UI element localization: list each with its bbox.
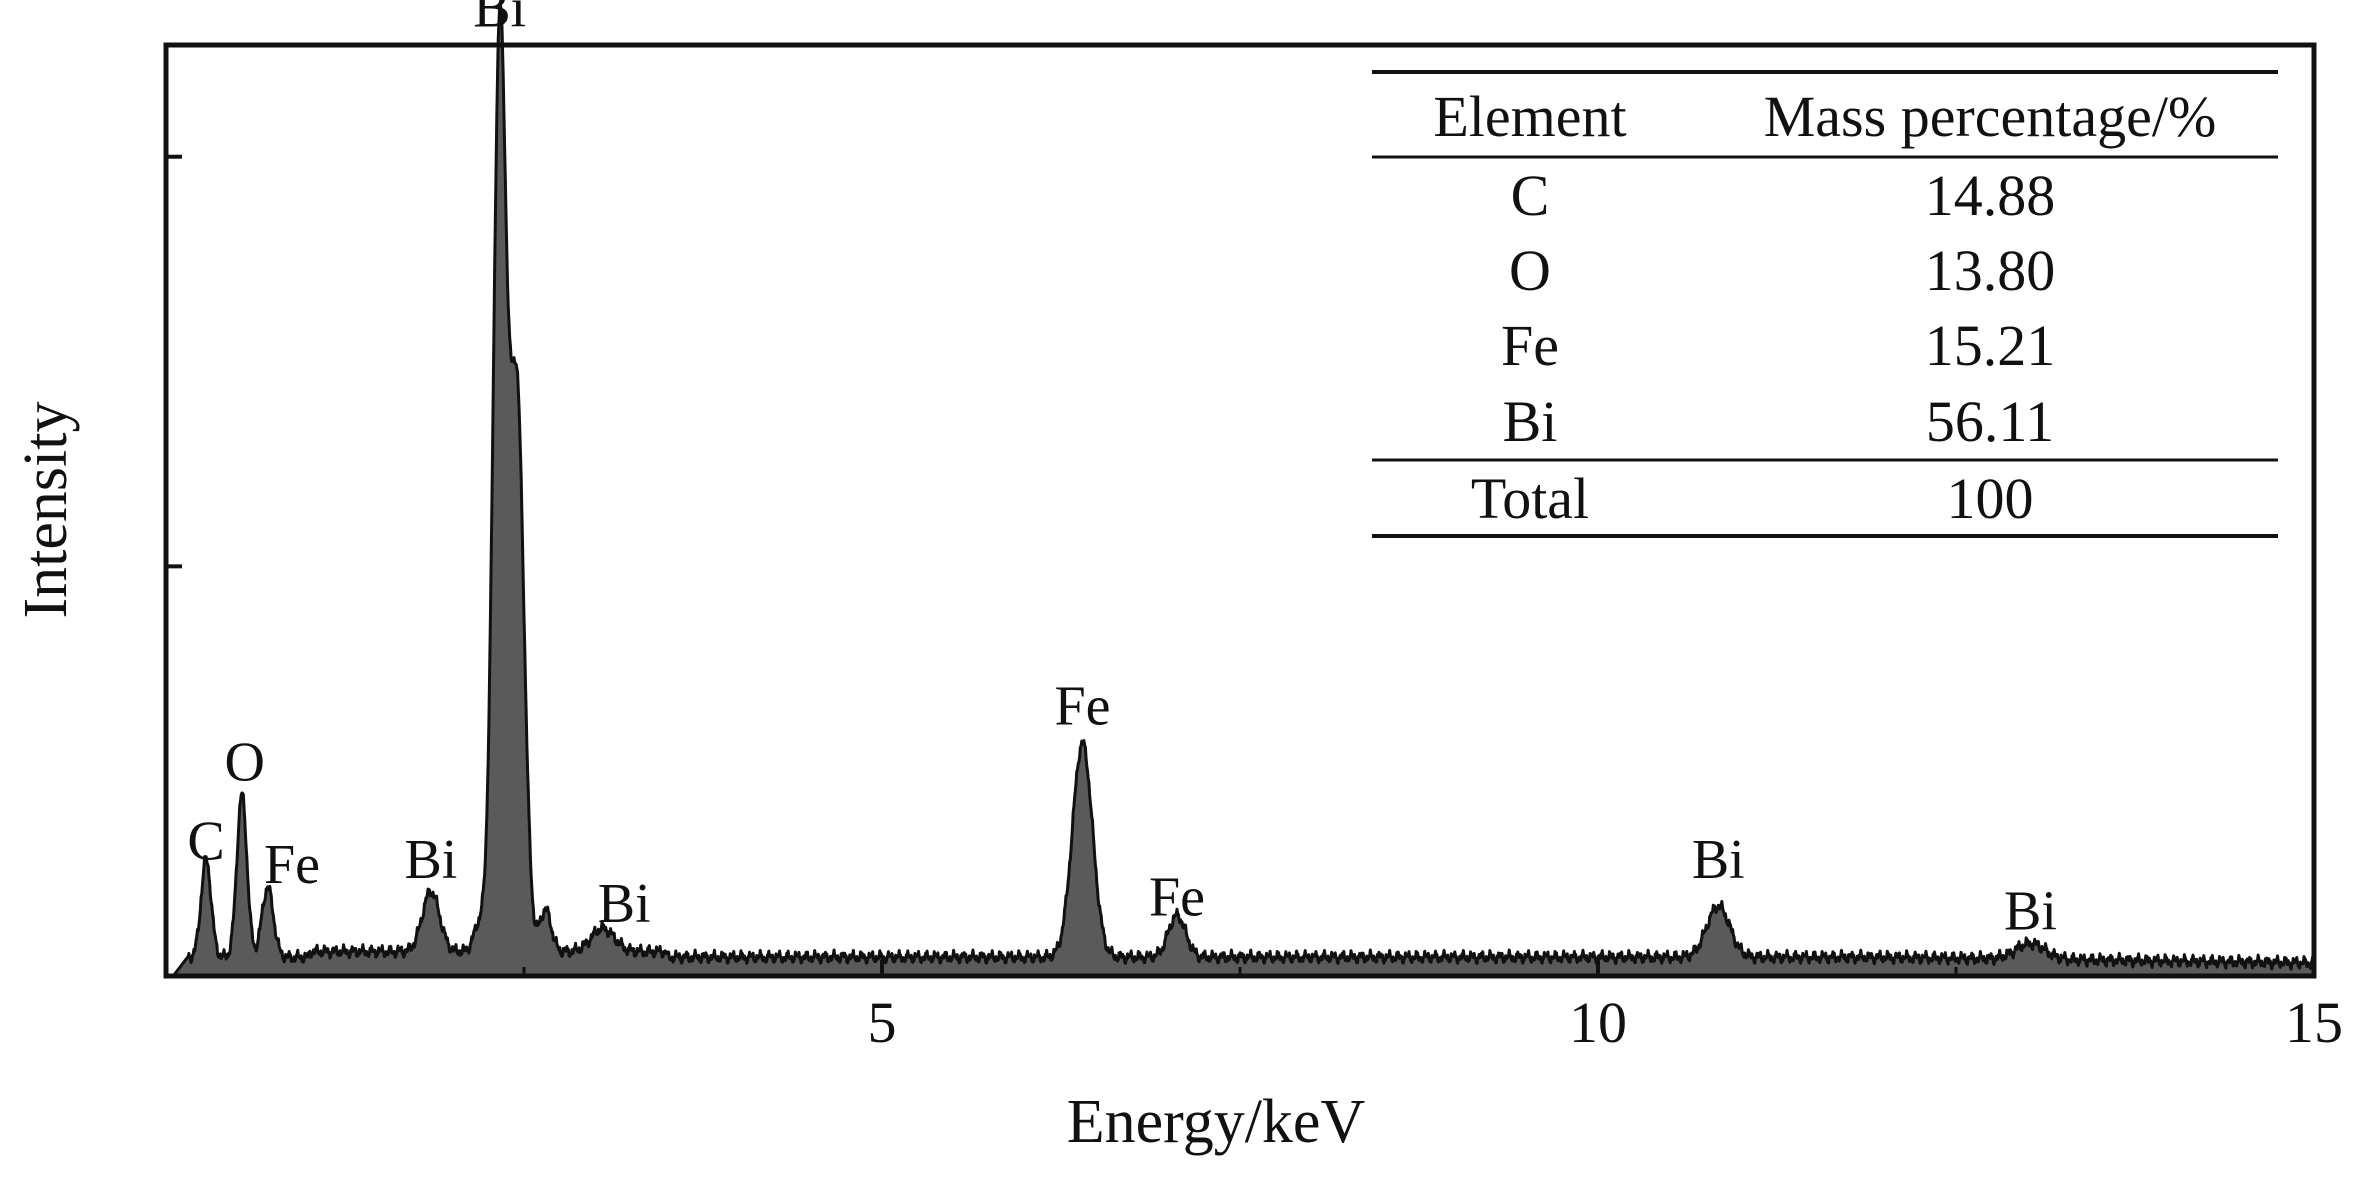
table-cell-mass: 14.88 — [1925, 163, 2056, 228]
spectrum-line — [165, 3, 2316, 978]
table-cell-mass: 15.21 — [1925, 313, 2056, 378]
peak-label: C — [187, 811, 224, 873]
axis-layer: 5 10 15 — [166, 154, 2343, 1055]
x-tick-label: 5 — [868, 990, 897, 1055]
table-header-element: Element — [1433, 84, 1626, 149]
table-header-mass: Mass percentage/% — [1764, 84, 2217, 149]
peak-label: Bi — [1692, 829, 1745, 891]
peak-label: Bi — [473, 0, 526, 39]
peak-label: Bi — [598, 873, 651, 935]
mass-percentage-table: Element Mass percentage/% C 14.88 O 13.8… — [1372, 70, 2278, 538]
table-cell-element: Fe — [1501, 313, 1559, 378]
peak-label: Fe — [1054, 676, 1110, 738]
peak-label: O — [225, 731, 265, 793]
peak-label: Fe — [1149, 866, 1205, 928]
x-tick-label: 15 — [2285, 990, 2343, 1055]
x-axis-title: Energy/keV — [1067, 1088, 1366, 1156]
peak-label: Fe — [264, 834, 320, 896]
plot-layer — [165, 3, 2316, 978]
x-tick-label: 10 — [1569, 990, 1627, 1055]
table-cell-element: Bi — [1503, 389, 1558, 454]
table-cell-element: C — [1511, 163, 1550, 228]
table-cell-mass: 13.80 — [1925, 238, 2056, 303]
table-cell-mass: 56.11 — [1926, 389, 2054, 454]
table-total-value: 100 — [1947, 466, 2034, 531]
peak-label: Bi — [2004, 880, 2057, 942]
table-total-label: Total — [1471, 466, 1589, 531]
table-cell-element: O — [1509, 238, 1551, 303]
peak-label: Bi — [404, 829, 457, 891]
y-axis-title: Intensity — [12, 402, 80, 619]
